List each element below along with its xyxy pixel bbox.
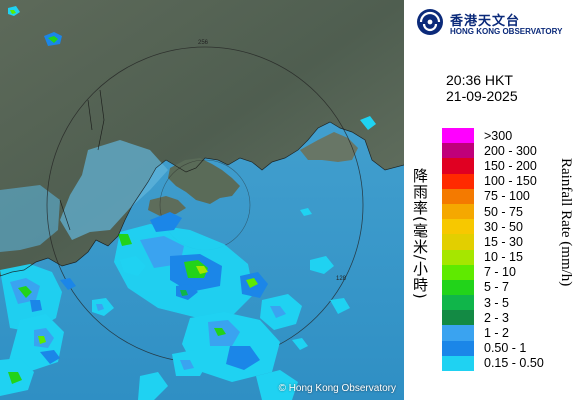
date-text: 21-09-2025	[446, 88, 518, 104]
legend-row: 50 - 75	[442, 203, 544, 220]
legend-row: 5 - 7	[442, 279, 544, 296]
legend-swatch	[442, 340, 474, 356]
legend-swatch	[442, 325, 474, 341]
legend-label: 150 - 200	[484, 158, 537, 173]
legend-row: 1 - 2	[442, 325, 544, 341]
legend-swatch	[442, 203, 474, 220]
legend-label: 10 - 15	[484, 250, 523, 265]
legend-label: 75 - 100	[484, 189, 530, 204]
legend-row: 100 - 150	[442, 173, 544, 189]
legend-swatch	[442, 264, 474, 280]
legend-swatch	[442, 128, 474, 144]
legend-label: 5 - 7	[484, 280, 510, 295]
legend-label: 50 - 75	[484, 204, 523, 219]
legend-row: 150 - 200	[442, 158, 544, 174]
info-panel: 香港天文台 HONG KONG OBSERVATORY 20:36 HKT 21…	[404, 0, 577, 400]
hong-kong-land	[168, 158, 240, 204]
legend-swatch	[442, 279, 474, 296]
estuary-shallow	[60, 140, 168, 240]
legend-label: 2 - 3	[484, 310, 510, 325]
legend-title-english: Rainfall Rate (mm/h)	[558, 158, 574, 287]
legend-label: 30 - 50	[484, 219, 523, 234]
legend-title-chinese: 降雨率(毫米/小時)	[411, 168, 429, 300]
copyright-text: © Hong Kong Observatory	[278, 383, 396, 394]
legend-swatch	[442, 355, 474, 371]
legend-swatch	[442, 158, 474, 174]
legend-label: 1 - 2	[484, 326, 510, 341]
range-label-outer: 256	[198, 40, 209, 46]
rain-echoes	[0, 6, 376, 400]
range-label-inner: 128	[336, 276, 347, 282]
legend-swatch	[442, 188, 474, 204]
coastline	[0, 89, 404, 277]
legend-row: 75 - 100	[442, 188, 544, 204]
lantau-island	[148, 196, 186, 216]
legend-swatch	[442, 219, 474, 235]
legend-row: 15 - 30	[442, 234, 544, 250]
legend-row: 7 - 10	[442, 264, 544, 280]
legend-row: 2 - 3	[442, 310, 544, 326]
legend-swatch	[442, 143, 474, 159]
radar-map-image: 256 128	[0, 0, 404, 400]
legend-row: 3 - 5	[442, 295, 544, 311]
legend-swatch	[442, 295, 474, 311]
legend-swatch	[442, 234, 474, 250]
legend-swatch	[442, 310, 474, 326]
estuary-shallow-2	[0, 185, 60, 252]
legend-label: 3 - 5	[484, 295, 510, 310]
legend-label: 100 - 150	[484, 174, 537, 189]
legend-swatch	[442, 249, 474, 265]
logo-english-text: HONG KONG OBSERVATORY	[450, 27, 563, 36]
rainfall-legend: >300 200 - 300 150 - 200 100 - 150 75 - 100 5…	[442, 128, 544, 371]
legend-label: 0.50 - 1	[484, 341, 527, 356]
legend-row: 10 - 15	[442, 249, 544, 265]
time-text: 20:36 HKT	[446, 72, 513, 88]
legend-row: >300	[442, 128, 544, 144]
radar-map[interactable]: 256 128	[0, 0, 404, 400]
east-coast	[300, 132, 358, 162]
legend-row: 0.50 - 1	[442, 340, 544, 356]
legend-row: 0.15 - 0.50	[442, 355, 544, 371]
logo-chinese-text: 香港天文台	[450, 14, 521, 29]
legend-label: 7 - 10	[484, 265, 516, 280]
legend-label: 200 - 300	[484, 143, 537, 158]
legend-label: 15 - 30	[484, 234, 523, 249]
legend-row: 30 - 50	[442, 219, 544, 235]
hko-logo[interactable]: 香港天文台 HONG KONG OBSERVATORY	[412, 6, 572, 38]
legend-row: 200 - 300	[442, 143, 544, 159]
legend-label: >300	[484, 128, 513, 143]
hko-logo-icon	[417, 9, 443, 35]
legend-swatch	[442, 173, 474, 189]
timestamp: 20:36 HKT 21-09-2025	[446, 72, 518, 104]
legend-label: 0.15 - 0.50	[484, 356, 544, 371]
